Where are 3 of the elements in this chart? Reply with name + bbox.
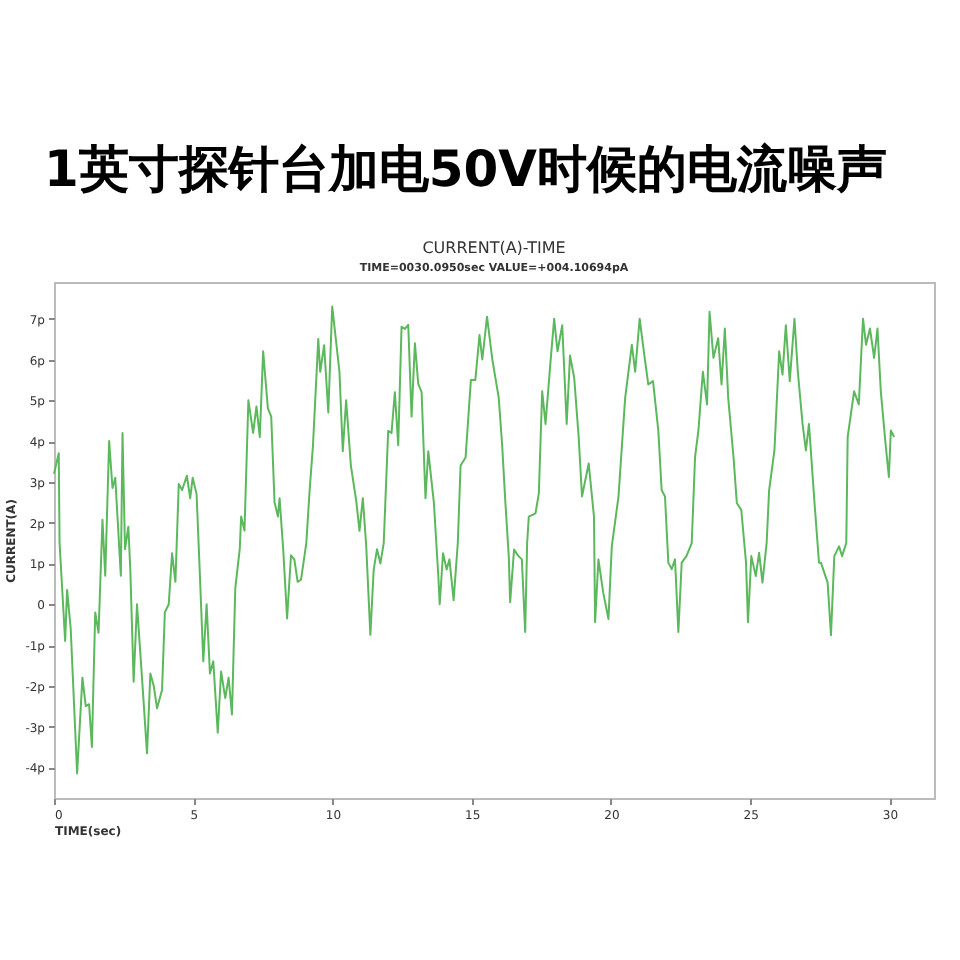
- chart-subtitle: CURRENT(A)-TIME: [422, 239, 566, 257]
- chart-title: 1英寸探针台加电50V时候的电流噪声: [42, 138, 890, 202]
- line-series: [53, 305, 896, 775]
